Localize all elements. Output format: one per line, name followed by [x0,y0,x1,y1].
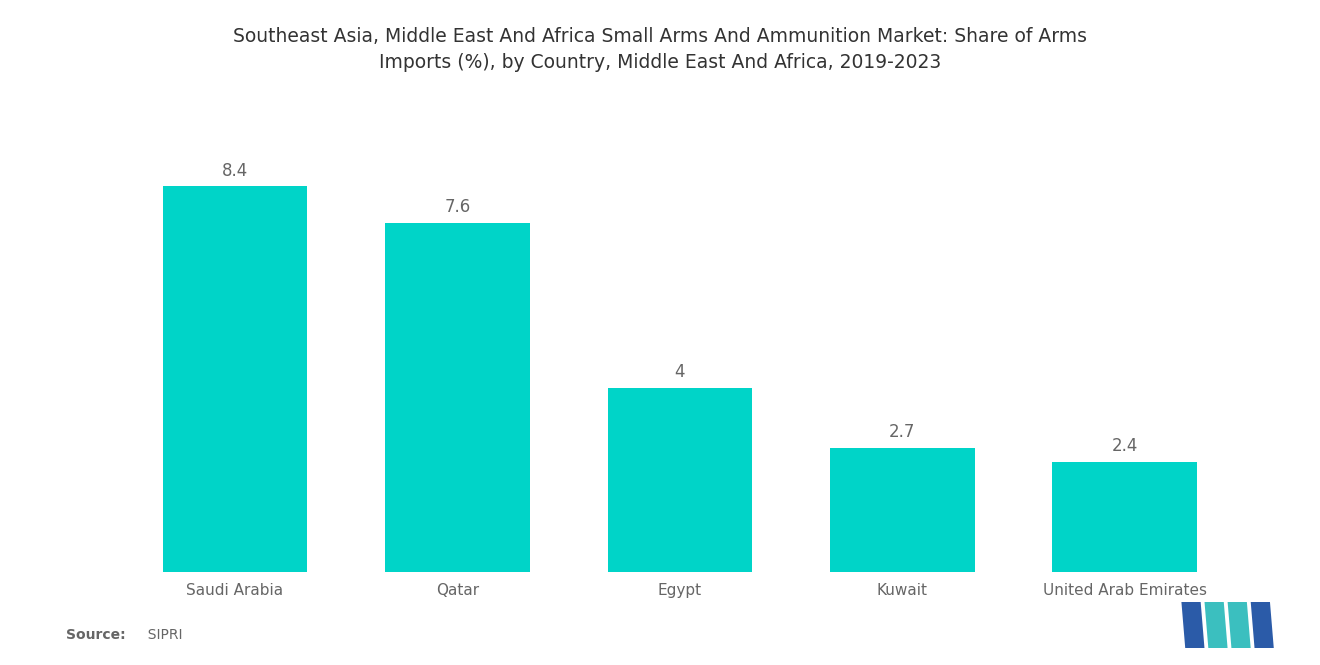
Bar [607,388,752,572]
Polygon shape [1228,602,1251,648]
Polygon shape [1204,602,1228,648]
Bar [830,448,974,572]
Bar [162,186,308,572]
Text: 4: 4 [675,364,685,382]
Polygon shape [1181,602,1204,648]
Polygon shape [1251,602,1274,648]
Text: 7.6: 7.6 [445,198,470,216]
Bar [385,223,529,572]
Text: SIPRI: SIPRI [139,628,182,642]
Text: 2.7: 2.7 [890,423,916,441]
Text: 8.4: 8.4 [222,162,248,180]
Text: Source:: Source: [66,628,125,642]
Bar [1052,462,1197,572]
Text: Southeast Asia, Middle East And Africa Small Arms And Ammunition Market: Share o: Southeast Asia, Middle East And Africa S… [234,27,1086,72]
Text: 2.4: 2.4 [1111,437,1138,455]
